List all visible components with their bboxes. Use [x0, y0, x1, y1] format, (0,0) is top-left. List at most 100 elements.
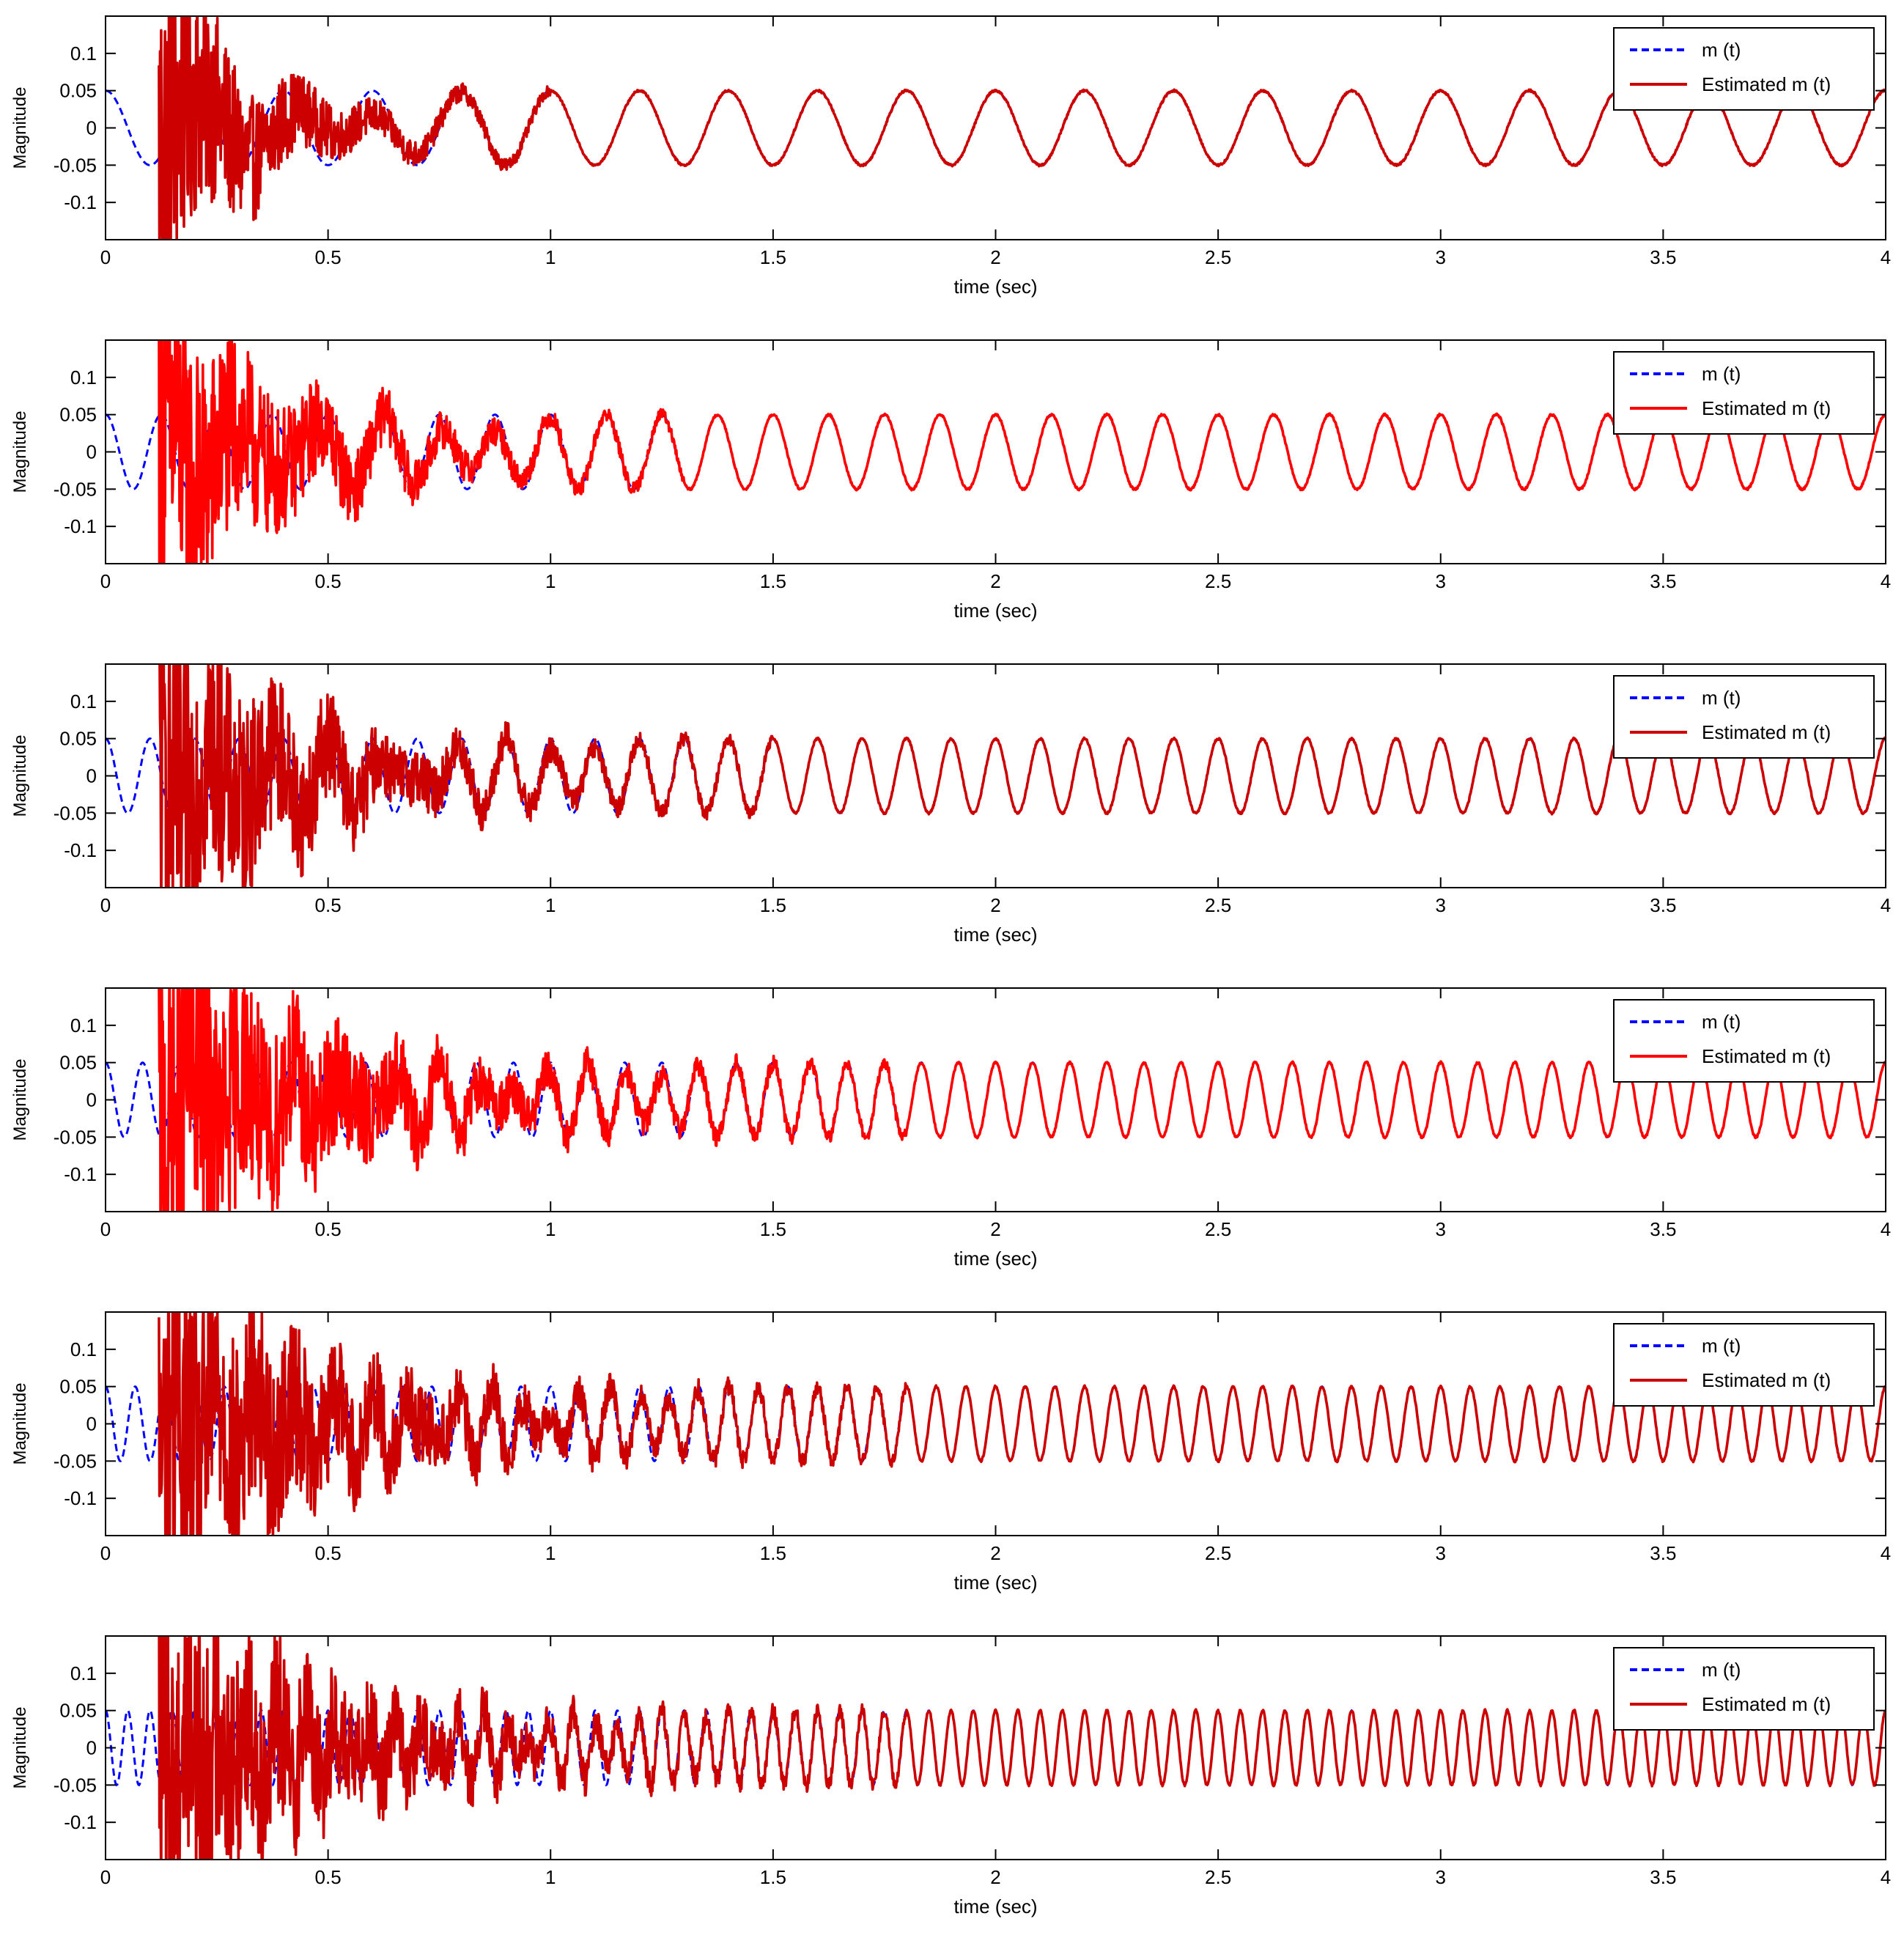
x-tick-label: 4: [1881, 1218, 1891, 1240]
y-tick-label: -0.1: [64, 1811, 97, 1833]
y-axis-label: Magnitude: [10, 734, 30, 817]
legend-item-estimated-m-t-label: Estimated m (t): [1702, 1369, 1831, 1391]
y-tick-label: -0.05: [53, 478, 97, 500]
y-tick-label: 0.05: [59, 1700, 97, 1722]
plot-lines: [106, 664, 1886, 888]
x-tick-label: 0.5: [315, 570, 342, 592]
chart-panel-2: 0 0.5 1 1.5 2 2.5 3 3.5 4 0.1 0.05 0 -0.05 -0.1 time (…: [10, 339, 1891, 622]
y-tick-label: 0.05: [59, 1052, 97, 1074]
plot-lines: [106, 340, 1886, 564]
x-tick-label: 2.5: [1205, 1218, 1231, 1240]
x-tick-label: 0.5: [315, 1218, 342, 1240]
x-tick-label: 3.5: [1650, 894, 1676, 916]
x-tick-label: 3.5: [1650, 1866, 1676, 1888]
x-axis-label: time (sec): [953, 1895, 1037, 1917]
x-tick-label: 2.5: [1205, 246, 1231, 268]
y-tick-label: 0: [86, 1413, 97, 1435]
legend: m (t) Estimated m (t): [1613, 675, 1875, 759]
x-tick-label: 4: [1881, 1542, 1891, 1564]
x-tick-label: 1.5: [760, 1218, 786, 1240]
x-axis-label: time (sec): [953, 1572, 1037, 1593]
legend-item-m-t-label: m (t): [1702, 687, 1741, 709]
y-axis-label: Magnitude: [10, 1706, 30, 1788]
legend-item-m-t-label: m (t): [1702, 1659, 1741, 1681]
y-axis-label: Magnitude: [10, 1382, 30, 1464]
x-tick-label: 1: [545, 1866, 556, 1888]
x-tick-label: 0.5: [315, 1542, 342, 1564]
series-estimated-m-t-line: [158, 340, 1886, 564]
series-estimated-m-t-line: [158, 988, 1886, 1212]
x-tick-label: 2.5: [1205, 894, 1231, 916]
x-tick-label: 2.5: [1205, 1866, 1231, 1888]
y-tick-label: 0.05: [59, 1376, 97, 1398]
x-tick-label: 1: [545, 1218, 556, 1240]
x-tick-label: 0: [100, 246, 111, 268]
legend-item-m-t-label: m (t): [1702, 363, 1741, 385]
x-tick-label: 1.5: [760, 570, 786, 592]
x-axis-label: time (sec): [953, 924, 1037, 946]
series-estimated-m-t-line: [158, 1636, 1886, 1860]
x-tick-label: 3: [1436, 1866, 1446, 1888]
series-estimated-m-t-line: [158, 1312, 1886, 1536]
y-tick-label: 0: [86, 1089, 97, 1111]
x-tick-label: 2.5: [1205, 1542, 1231, 1564]
legend-item-m-t-label: m (t): [1702, 1335, 1741, 1357]
x-tick-label: 0.5: [315, 246, 342, 268]
chart-panel-6: 0 0.5 1 1.5 2 2.5 3 3.5 4 0.1 0.05 0 -0.05 -0.1 time (…: [10, 1635, 1891, 1917]
y-tick-label: 0: [86, 441, 97, 463]
x-tick-label: 1.5: [760, 894, 786, 916]
y-axis-label: Magnitude: [10, 86, 30, 169]
series-estimated-m-t-line: [158, 664, 1886, 888]
chart-panel-1: 0 0.5 1 1.5 2 2.5 3 3.5 4 0.1 0.05 0 -0.05 -0.1 time (…: [10, 15, 1891, 298]
x-axis-label: time (sec): [953, 276, 1037, 298]
legend-item-m-t-label: m (t): [1702, 1011, 1741, 1033]
y-tick-label: 0.1: [70, 690, 97, 712]
x-axis-label: time (sec): [953, 600, 1037, 622]
y-tick-label: 0.1: [70, 366, 97, 388]
legend-item-estimated-m-t-label: Estimated m (t): [1702, 1693, 1831, 1715]
y-tick-label: -0.1: [64, 839, 97, 861]
x-tick-label: 1.5: [760, 246, 786, 268]
x-tick-label: 2: [990, 1542, 1000, 1564]
x-tick-label: 0: [100, 570, 111, 592]
series-estimated-m-t-line: [158, 16, 1886, 240]
x-tick-label: 0: [100, 1542, 111, 1564]
y-tick-label: 0.05: [59, 728, 97, 750]
x-tick-label: 3: [1436, 246, 1446, 268]
x-tick-label: 3.5: [1650, 1542, 1676, 1564]
x-tick-label: 1: [545, 570, 556, 592]
y-tick-label: -0.05: [53, 802, 97, 824]
plot-lines: [106, 1312, 1886, 1536]
y-tick-label: 0: [86, 765, 97, 787]
legend-item-estimated-m-t-label: Estimated m (t): [1702, 721, 1831, 743]
y-tick-label: 0.1: [70, 1014, 97, 1036]
y-axis-label: Magnitude: [10, 1058, 30, 1141]
y-tick-label: -0.1: [64, 1487, 97, 1509]
chart-panel-4: 0 0.5 1 1.5 2 2.5 3 3.5 4 0.1 0.05 0 -0.05 -0.1 time (…: [10, 987, 1891, 1270]
x-tick-label: 4: [1881, 1866, 1891, 1888]
x-tick-label: 1: [545, 1542, 556, 1564]
x-tick-label: 1.5: [760, 1866, 786, 1888]
legend: m (t) Estimated m (t): [1613, 1323, 1875, 1407]
legend: m (t) Estimated m (t): [1613, 351, 1875, 435]
y-tick-label: -0.05: [53, 154, 97, 176]
legend: m (t) Estimated m (t): [1613, 1647, 1875, 1731]
x-tick-label: 4: [1881, 570, 1891, 592]
legend-box: [1613, 1647, 1875, 1731]
x-tick-label: 4: [1881, 894, 1891, 916]
legend-item-estimated-m-t-label: Estimated m (t): [1702, 1045, 1831, 1067]
x-tick-label: 2.5: [1205, 570, 1231, 592]
x-tick-label: 1: [545, 246, 556, 268]
x-tick-label: 3.5: [1650, 570, 1676, 592]
y-tick-label: -0.1: [64, 515, 97, 537]
plot-lines: [106, 1636, 1886, 1860]
chart-panel-3: 0 0.5 1 1.5 2 2.5 3 3.5 4 0.1 0.05 0 -0.05 -0.1 time (…: [10, 663, 1891, 946]
y-tick-label: 0.1: [70, 43, 97, 65]
legend-box: [1613, 1323, 1875, 1407]
plot-lines: [106, 988, 1886, 1212]
y-tick-label: 0.05: [59, 404, 97, 426]
x-tick-label: 3: [1436, 1542, 1446, 1564]
x-tick-label: 3.5: [1650, 1218, 1676, 1240]
x-tick-label: 0.5: [315, 1866, 342, 1888]
y-tick-label: 0: [86, 1737, 97, 1759]
